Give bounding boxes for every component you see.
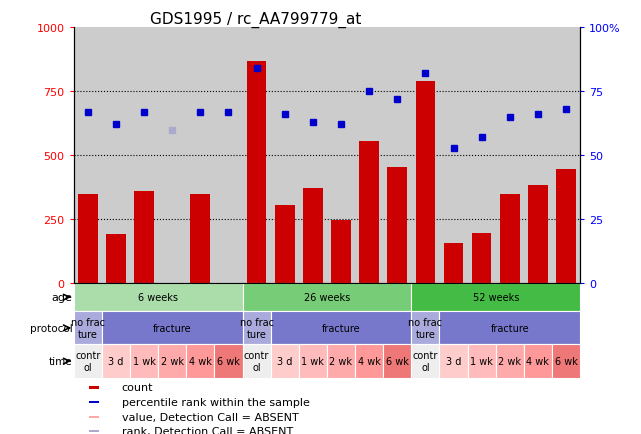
Bar xyxy=(102,345,130,378)
Text: no frac
ture: no frac ture xyxy=(408,317,442,339)
Bar xyxy=(327,345,355,378)
Text: 6 wk: 6 wk xyxy=(217,356,240,366)
Bar xyxy=(472,233,492,283)
Text: 26 weeks: 26 weeks xyxy=(304,293,350,302)
Text: 3 d: 3 d xyxy=(277,356,292,366)
Text: contr
ol: contr ol xyxy=(413,351,438,372)
Text: 1 wk: 1 wk xyxy=(301,356,324,366)
Bar xyxy=(89,416,99,418)
Bar xyxy=(495,345,524,378)
Text: 6 weeks: 6 weeks xyxy=(138,293,178,302)
Bar xyxy=(331,221,351,283)
Text: 1 wk: 1 wk xyxy=(470,356,493,366)
Bar xyxy=(299,345,327,378)
Text: 4 wk: 4 wk xyxy=(189,356,212,366)
Bar xyxy=(187,345,214,378)
Bar xyxy=(74,283,242,312)
Bar xyxy=(242,345,271,378)
Bar xyxy=(440,312,580,345)
Bar xyxy=(247,61,267,283)
Bar xyxy=(412,283,580,312)
Text: 2 wk: 2 wk xyxy=(329,356,353,366)
Bar xyxy=(242,283,412,312)
Bar xyxy=(271,312,412,345)
Bar xyxy=(214,345,242,378)
Bar xyxy=(387,167,407,283)
Text: 4 wk: 4 wk xyxy=(526,356,549,366)
Text: 4 wk: 4 wk xyxy=(358,356,381,366)
Text: 52 weeks: 52 weeks xyxy=(472,293,519,302)
Bar xyxy=(467,345,495,378)
Bar xyxy=(242,312,271,345)
Bar xyxy=(74,345,102,378)
Text: rank, Detection Call = ABSENT: rank, Detection Call = ABSENT xyxy=(122,426,293,434)
Bar xyxy=(89,387,99,389)
Text: no frac
ture: no frac ture xyxy=(71,317,104,339)
Text: contr
ol: contr ol xyxy=(75,351,101,372)
Text: GDS1995 / rc_AA799779_at: GDS1995 / rc_AA799779_at xyxy=(149,12,361,28)
Bar xyxy=(271,345,299,378)
Bar xyxy=(74,312,102,345)
Text: fracture: fracture xyxy=(490,323,529,333)
Bar xyxy=(415,82,435,283)
Text: percentile rank within the sample: percentile rank within the sample xyxy=(122,397,310,407)
Bar xyxy=(355,345,383,378)
Bar xyxy=(412,345,440,378)
Bar xyxy=(556,170,576,283)
Bar xyxy=(528,185,548,283)
Text: count: count xyxy=(122,382,153,392)
Text: contr
ol: contr ol xyxy=(244,351,269,372)
Text: 3 d: 3 d xyxy=(108,356,124,366)
Bar xyxy=(303,189,322,283)
Text: time: time xyxy=(49,356,72,366)
Bar xyxy=(158,345,187,378)
Text: no frac
ture: no frac ture xyxy=(240,317,274,339)
Bar xyxy=(412,312,440,345)
Bar xyxy=(134,191,154,283)
Text: fracture: fracture xyxy=(153,323,192,333)
Text: 6 wk: 6 wk xyxy=(386,356,409,366)
Text: protocol: protocol xyxy=(29,323,72,333)
Bar xyxy=(552,345,580,378)
Text: 2 wk: 2 wk xyxy=(161,356,184,366)
Bar xyxy=(89,401,99,403)
Bar xyxy=(275,206,295,283)
Bar xyxy=(444,244,463,283)
Bar xyxy=(190,194,210,283)
Bar xyxy=(500,194,520,283)
Text: fracture: fracture xyxy=(322,323,360,333)
Bar xyxy=(78,194,97,283)
Bar xyxy=(89,431,99,432)
Bar xyxy=(130,345,158,378)
Text: value, Detection Call = ABSENT: value, Detection Call = ABSENT xyxy=(122,411,299,421)
Bar xyxy=(359,142,379,283)
Text: 6 wk: 6 wk xyxy=(554,356,578,366)
Bar xyxy=(524,345,552,378)
Text: 3 d: 3 d xyxy=(446,356,461,366)
Bar xyxy=(383,345,412,378)
Text: 1 wk: 1 wk xyxy=(133,356,156,366)
Bar xyxy=(106,235,126,283)
Text: 2 wk: 2 wk xyxy=(498,356,521,366)
Bar xyxy=(102,312,242,345)
Bar xyxy=(440,345,467,378)
Text: age: age xyxy=(51,293,72,302)
